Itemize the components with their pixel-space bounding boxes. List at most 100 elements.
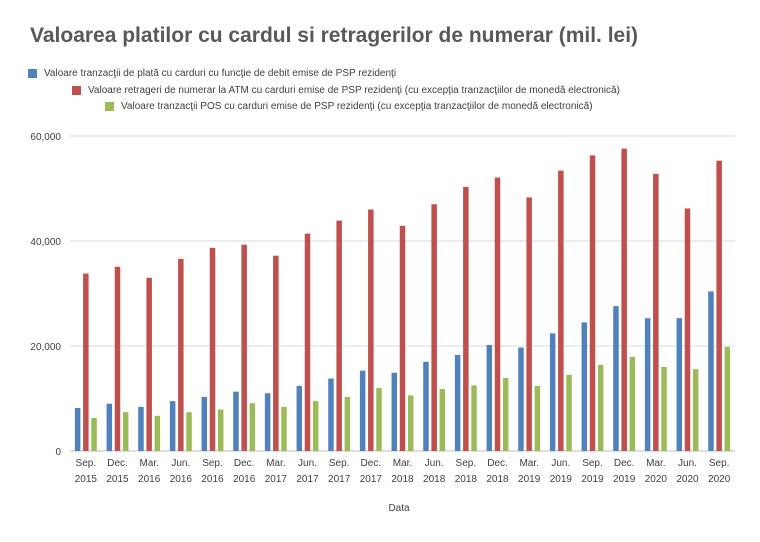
bar-pos [186, 412, 192, 451]
x-tick-label-month: Jun. [425, 458, 444, 469]
bar-debit [391, 372, 398, 451]
x-tick-label-month: Mar. [266, 458, 285, 469]
bar-atm [589, 155, 596, 452]
x-tick-label-year: 2018 [391, 474, 414, 485]
bar-atm [336, 220, 342, 451]
bar-pos [154, 415, 161, 451]
x-tick-label-month: Jun. [551, 458, 570, 469]
bar-pos [692, 369, 699, 451]
x-tick-label-month: Dec. [361, 458, 382, 469]
bar-debit [486, 344, 493, 451]
bar-atm [431, 204, 437, 451]
legend-item-pos: Valoare tranzacţii POS cu carduri emise … [105, 101, 593, 112]
legend-item-debit: Valoare tranzacţii de plată cu carduri c… [28, 68, 396, 79]
x-tick-label-year: 2019 [550, 474, 573, 485]
bar-debit [708, 291, 714, 451]
bar-atm [621, 148, 627, 451]
legend-item-atm: Valoare retrageri de numerar la ATM cu c… [72, 85, 620, 96]
bar-pos [344, 396, 351, 451]
legend-swatch-atm [72, 86, 81, 95]
bar-debit [359, 370, 366, 451]
x-tick-label-month: Mar. [519, 458, 538, 469]
x-tick-label-year: 2017 [360, 474, 383, 485]
x-tick-label-month: Sep. [456, 458, 477, 469]
legend-swatch-debit [28, 69, 37, 78]
bar-debit [328, 378, 334, 451]
bar-debit [138, 406, 144, 451]
bar-pos [502, 378, 509, 451]
y-tick-label: 60,000 [30, 132, 61, 143]
bar-atm [273, 255, 279, 451]
x-tick-label-year: 2018 [423, 474, 446, 485]
x-tick-label-month: Sep. [76, 458, 97, 469]
bar-debit [518, 347, 524, 451]
x-tick-label-month: Sep. [329, 458, 350, 469]
y-tick-label: 0 [55, 447, 61, 458]
x-tick-label-year: 2015 [75, 474, 98, 485]
legend-label-debit: Valoare tranzacţii de plată cu carduri c… [44, 68, 397, 79]
bar-pos [566, 374, 572, 451]
bar-atm [494, 177, 501, 451]
bar-debit [201, 396, 208, 451]
bar-debit [644, 318, 651, 451]
x-tick-label-year: 2016 [233, 474, 256, 485]
x-tick-label-year: 2016 [138, 474, 161, 485]
bar-atm [399, 225, 406, 451]
y-tick-label: 40,000 [30, 237, 61, 248]
bar-debit [454, 354, 461, 451]
x-tick-label-month: Mar. [393, 458, 412, 469]
bar-pos [249, 403, 256, 451]
bar-atm [716, 160, 722, 452]
bar-pos [376, 388, 382, 451]
bar-atm [114, 266, 121, 451]
bar-debit [74, 407, 81, 451]
bar-pos [661, 367, 667, 451]
bar-pos [629, 357, 636, 451]
x-tick-label-month: Sep. [582, 458, 603, 469]
bar-debit [423, 361, 429, 451]
bar-atm [526, 197, 532, 451]
bar-atm [653, 173, 659, 452]
bar-pos [597, 364, 604, 451]
bar-atm [304, 233, 311, 451]
x-tick-label-year: 2017 [296, 474, 319, 485]
x-tick-label-month: Jun. [298, 458, 317, 469]
bar-debit [613, 306, 619, 451]
bar-pos [407, 395, 414, 451]
x-tick-label-month: Jun. [171, 458, 190, 469]
bar-debit [169, 401, 176, 451]
chart-title: Valoarea platilor cu cardul si retrageri… [30, 24, 639, 47]
legend-swatch-pos [105, 102, 114, 111]
bar-debit [264, 393, 271, 451]
bar-atm [368, 209, 374, 451]
bar-atm [83, 273, 89, 451]
bar-pos [281, 406, 287, 451]
x-tick-label-year: 2015 [106, 474, 129, 485]
bar-debit [106, 403, 113, 451]
x-tick-label-year: 2018 [486, 474, 509, 485]
x-tick-label-year: 2020 [708, 474, 731, 485]
x-tick-label-month: Mar. [139, 458, 158, 469]
x-tick-label-year: 2017 [328, 474, 351, 485]
x-tick-label-year: 2018 [455, 474, 478, 485]
y-tick-label: 20,000 [30, 342, 61, 353]
bar-atm [241, 244, 247, 451]
x-tick-label-month: Sep. [709, 458, 730, 469]
bar-debit [581, 322, 588, 451]
bar-pos [91, 417, 97, 451]
x-tick-label-year: 2019 [518, 474, 541, 485]
bar-atm [684, 208, 691, 451]
x-tick-label-year: 2019 [613, 474, 636, 485]
bar-pos [312, 401, 319, 451]
bar-atm [146, 277, 152, 451]
bar-pos [724, 347, 731, 451]
x-tick-label-month: Mar. [646, 458, 665, 469]
x-tick-label-year: 2017 [265, 474, 288, 485]
x-tick-label-year: 2020 [676, 474, 699, 485]
bar-atm [178, 258, 184, 451]
x-axis-title: Data [388, 503, 410, 514]
bar-atm [463, 186, 469, 452]
bar-pos [122, 412, 129, 451]
bar-debit [676, 318, 683, 451]
